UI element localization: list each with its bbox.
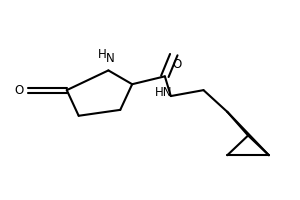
Text: H: H	[98, 48, 107, 61]
Text: HN: HN	[154, 86, 172, 99]
Text: O: O	[172, 58, 182, 71]
Text: O: O	[14, 84, 24, 97]
Text: N: N	[106, 52, 114, 65]
